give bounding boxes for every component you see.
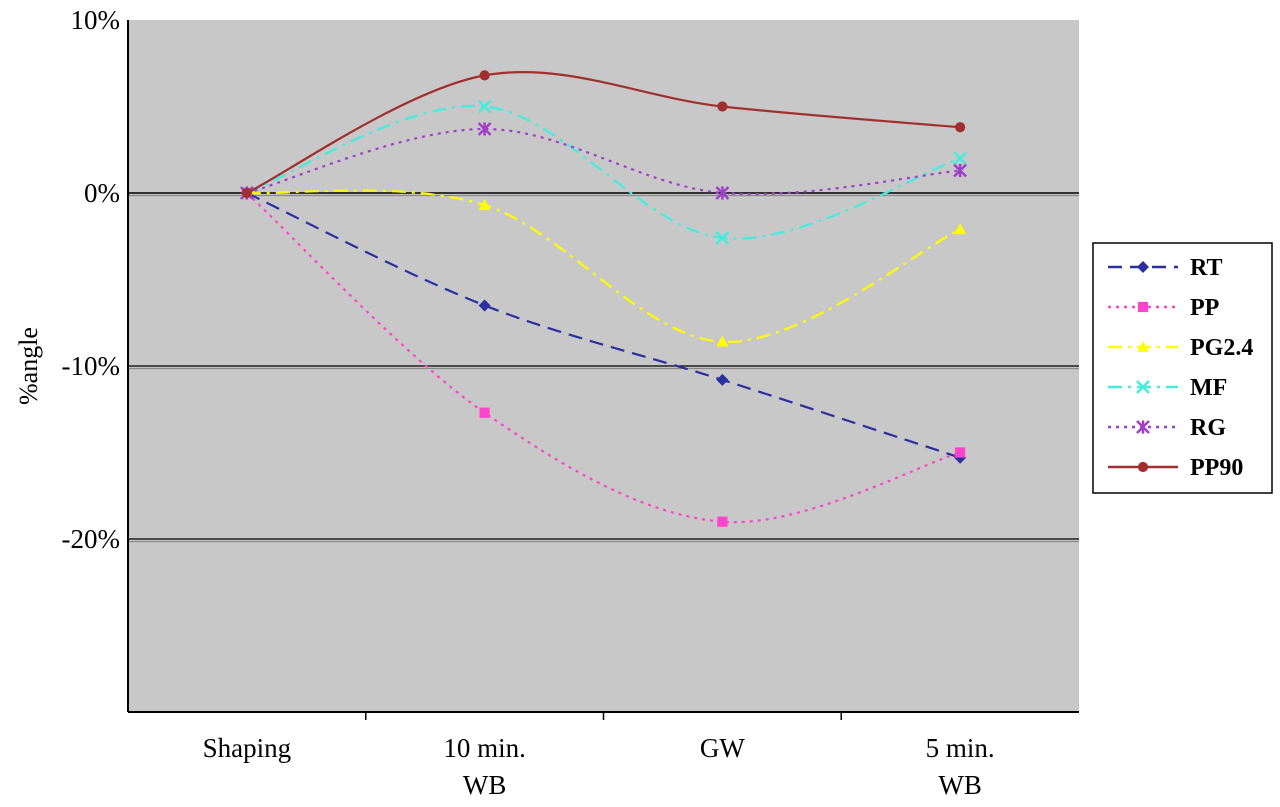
y-tick-label: -20%: [62, 524, 120, 554]
legend-marker-rt: [1137, 261, 1149, 273]
point-pg24: [716, 335, 729, 347]
legend-label-rt: RT: [1190, 255, 1223, 281]
point-pg24: [954, 223, 967, 235]
series-line-pp: [246, 192, 961, 524]
point-pp: [479, 407, 490, 418]
series-line-pg24: [246, 189, 961, 343]
point-rt: [478, 299, 491, 312]
legend-label-pg24: PG2.4: [1190, 335, 1253, 361]
y-tick-label: -10%: [62, 351, 120, 381]
point-rg: [715, 186, 730, 200]
x-tick-label: 10 min.: [443, 733, 526, 763]
point-pp90: [717, 101, 728, 112]
x-tick-label: Shaping: [203, 733, 292, 763]
x-tick-label: WB: [938, 770, 982, 800]
legend-box: [1092, 242, 1273, 494]
x-tick-labels: Shaping 10 min. WB GW 5 min. WB: [203, 712, 995, 800]
legend-label-rg: RG: [1190, 415, 1226, 441]
legend-label-pp: PP: [1190, 295, 1219, 321]
y-tick-label: 0%: [84, 178, 120, 208]
point-pp: [955, 447, 966, 458]
point-mf: [953, 151, 968, 166]
legend-marker-mf: [1136, 380, 1150, 394]
point-mf: [715, 231, 730, 245]
legend-label-mf: MF: [1190, 375, 1227, 401]
series-line-mf: [246, 104, 961, 240]
point-pg24: [478, 199, 491, 210]
legend-marker-rg: [1136, 420, 1150, 434]
point-pp90: [241, 187, 252, 199]
legend: RT PP PG2.4 MF RG PP90: [1092, 242, 1273, 494]
x-tick-label: 5 min.: [926, 733, 995, 763]
point-pp90: [955, 122, 966, 133]
point-rt: [716, 373, 729, 386]
legend-marker-pp90: [1137, 461, 1149, 473]
point-mf: [477, 99, 492, 114]
series-line-pp90: [246, 71, 961, 194]
x-tick-label: GW: [700, 733, 745, 763]
point-pp90: [479, 70, 490, 81]
y-axis-label: %angle: [14, 327, 43, 405]
point-rg: [953, 163, 968, 178]
point-rg: [477, 122, 492, 136]
legend-label-pp90: PP90: [1190, 455, 1243, 481]
x-tick-label: WB: [463, 770, 507, 800]
series-lines: [239, 70, 968, 527]
legend-marker-pp: [1137, 301, 1149, 313]
y-tick-label: 10%: [71, 5, 121, 35]
series-line-rt: [246, 192, 961, 459]
legend-marker-pg24: [1137, 341, 1149, 352]
point-pp: [717, 516, 728, 527]
y-tick-labels: 10% 0% -10% -20%: [62, 5, 120, 554]
series-line-rg: [246, 127, 961, 196]
